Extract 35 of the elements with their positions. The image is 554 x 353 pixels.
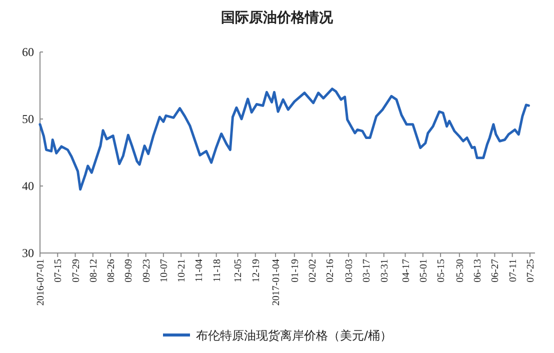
y-tick-label: 40 — [22, 179, 34, 193]
x-tick-label: 03-03 — [344, 259, 356, 282]
y-tick-label: 30 — [22, 246, 34, 260]
x-tick-label: 02-02 — [308, 259, 319, 282]
x-tick-label: 11-18 — [212, 259, 223, 282]
x-tick-label: 10-21 — [176, 259, 188, 282]
x-tick-label: 07-11 — [508, 259, 519, 282]
x-tick-label: 02-16 — [325, 259, 336, 282]
x-tick-label: 2016-07-01 — [36, 259, 46, 306]
x-tick-label: 06-27 — [490, 259, 502, 282]
y-tick-label: 60 — [22, 45, 34, 59]
x-tick-label: 11-04 — [194, 259, 206, 282]
legend-label: 布伦特原油现货离岸价格（美元/桶） — [196, 328, 392, 342]
y-tick-label: 50 — [22, 112, 34, 126]
x-tick-label: 06-13 — [472, 259, 484, 282]
x-tick-label: 10-07 — [158, 259, 170, 282]
x-tick-label: 07-15 — [53, 259, 64, 282]
x-tick-label: 09-23 — [141, 259, 152, 282]
x-tick-label: 05-15 — [436, 259, 448, 282]
x-tick-label: 07-25 — [525, 259, 536, 282]
x-tick-label: 09-09 — [124, 259, 135, 282]
x-tick-label: 2017-01-04 — [271, 259, 282, 306]
x-tick-label: 05-01 — [418, 259, 430, 282]
x-tick-label: 12-19 — [250, 259, 262, 282]
x-tick-label: 12-05 — [233, 259, 244, 282]
x-tick-label: 08-26 — [106, 259, 118, 282]
x-tick-label: 08-12 — [88, 259, 100, 282]
x-tick-label: 04-17 — [400, 259, 412, 282]
x-tick-label: 05-30 — [454, 259, 466, 282]
x-tick-label: 01-19 — [290, 259, 301, 282]
chart-title: 国际原油价格情况 — [221, 10, 334, 26]
x-tick-label: 03-31 — [379, 259, 390, 282]
x-tick-label: 07-29 — [70, 259, 82, 282]
x-tick-label: 03-17 — [362, 259, 373, 282]
line-series — [38, 88, 530, 191]
